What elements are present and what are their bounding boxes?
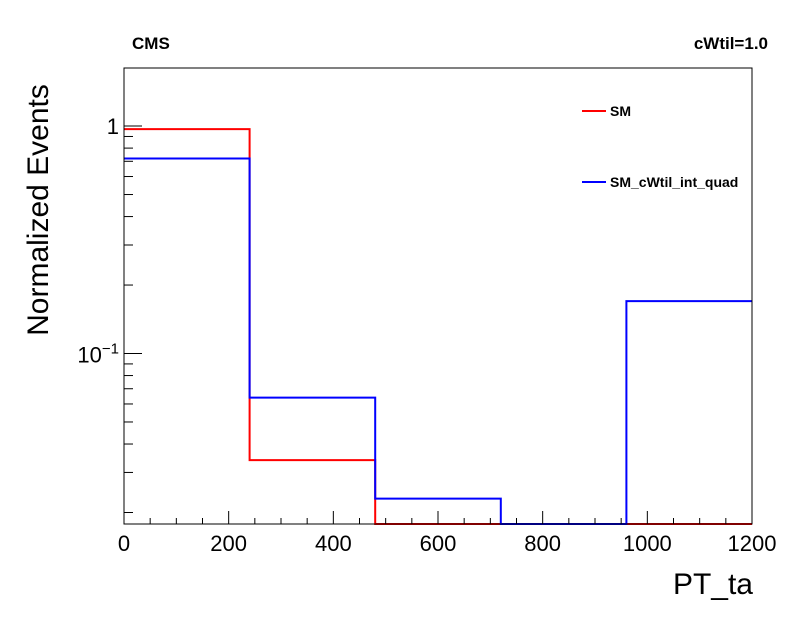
plot-frame xyxy=(123,67,753,525)
x-tick-label: 200 xyxy=(210,531,247,556)
x-tick-label: 1200 xyxy=(728,531,777,556)
x-tick-label: 1000 xyxy=(623,531,672,556)
legend-label: SM xyxy=(610,103,631,119)
legend: SM SM_cWtil_int_quad xyxy=(582,103,738,190)
series-line-1 xyxy=(124,157,752,525)
x-tick-label: 600 xyxy=(420,531,457,556)
x-tick-label: 0 xyxy=(118,531,130,556)
x-tick-label: 400 xyxy=(315,531,352,556)
y-tick-label: 1 xyxy=(107,114,119,139)
y-axis-label: Normalized Events xyxy=(22,84,55,336)
x-tick-label: 800 xyxy=(524,531,561,556)
x-axis-label: PT_ta xyxy=(673,568,753,601)
legend-label: SM_cWtil_int_quad xyxy=(610,174,738,190)
axis-layer: 0 200 400 600 800 1000 1200 1 10−1 xyxy=(77,114,776,556)
title-right: cWtil=1.0 xyxy=(694,34,768,53)
title-left: CMS xyxy=(132,34,170,53)
y-tick-base: 10 xyxy=(77,343,101,368)
y-tick-label: 10−1 xyxy=(77,341,119,368)
y-tick-exponent: −1 xyxy=(102,341,119,358)
